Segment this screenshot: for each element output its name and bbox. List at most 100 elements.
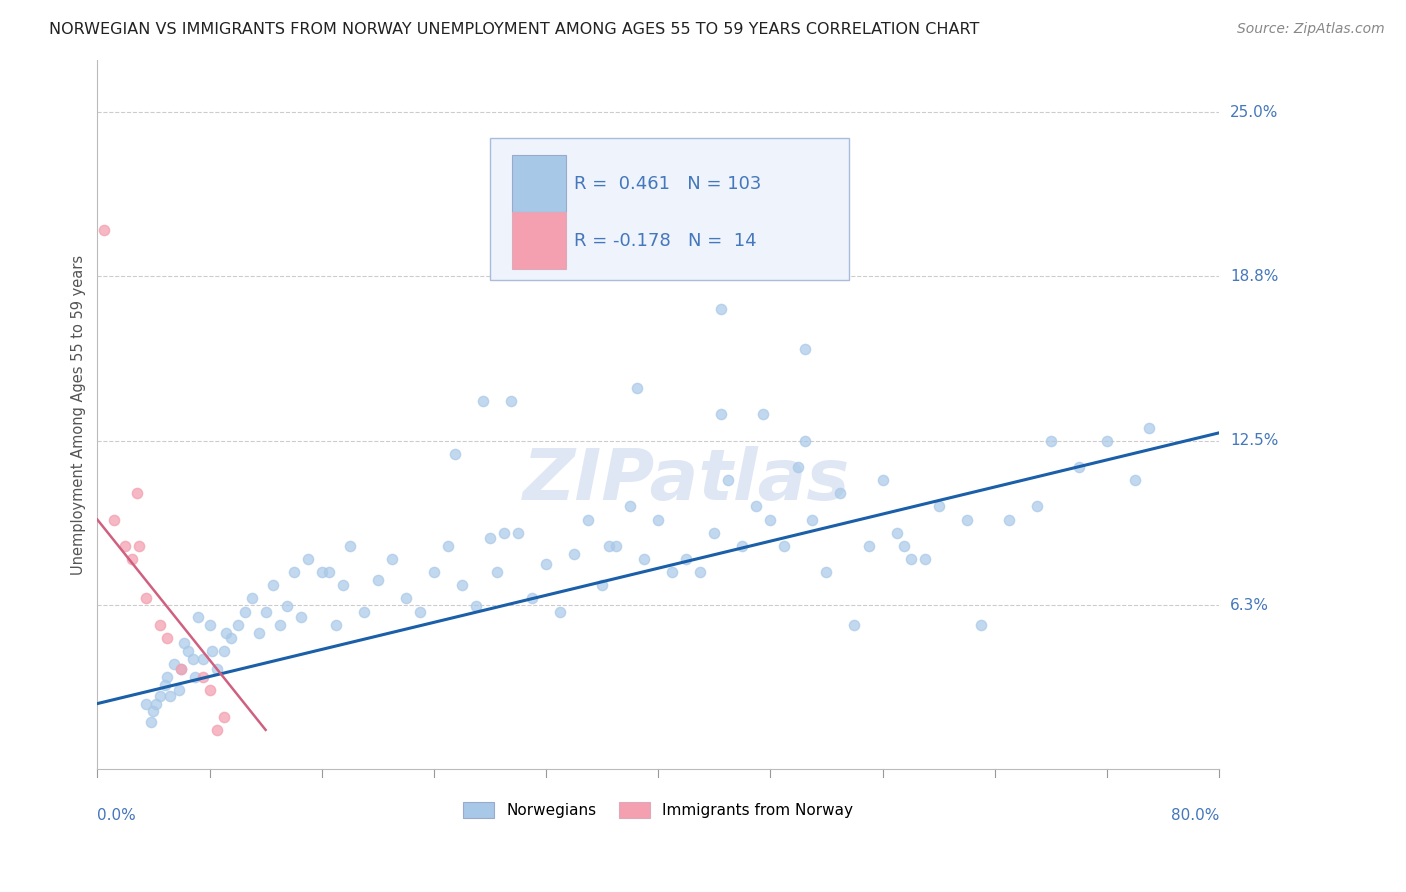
Point: [135, 697, 157, 711]
Point: [276, 599, 298, 614]
Point: [156, 631, 179, 645]
Point: [184, 670, 207, 684]
Point: [997, 513, 1019, 527]
Point: [121, 552, 143, 566]
Point: [187, 610, 209, 624]
Point: [128, 539, 150, 553]
Point: [145, 697, 167, 711]
Point: [437, 539, 460, 553]
Y-axis label: Unemployment Among Ages 55 to 59 years: Unemployment Among Ages 55 to 59 years: [72, 254, 86, 574]
Point: [156, 670, 179, 684]
Point: [215, 625, 238, 640]
Point: [444, 447, 467, 461]
Point: [900, 552, 922, 566]
Point: [451, 578, 474, 592]
Point: [125, 486, 148, 500]
Text: 25.0%: 25.0%: [1230, 104, 1278, 120]
Point: [787, 460, 810, 475]
Point: [464, 599, 486, 614]
Point: [283, 565, 305, 579]
Point: [893, 539, 915, 553]
Point: [773, 539, 796, 553]
Point: [969, 617, 991, 632]
Point: [149, 689, 172, 703]
Text: 0.0%: 0.0%: [97, 808, 136, 823]
Point: [619, 500, 641, 514]
Point: [240, 591, 263, 606]
Point: [626, 381, 648, 395]
Point: [191, 652, 214, 666]
Point: [205, 723, 228, 737]
Point: [1067, 460, 1090, 475]
Point: [173, 636, 195, 650]
Point: [205, 662, 228, 676]
Point: [605, 539, 627, 553]
Point: [181, 652, 204, 666]
Point: [956, 513, 979, 527]
Point: [506, 525, 529, 540]
Point: [332, 578, 354, 592]
FancyBboxPatch shape: [512, 212, 567, 269]
Point: [872, 473, 894, 487]
Point: [269, 617, 291, 632]
Point: [815, 565, 838, 579]
Point: [471, 394, 494, 409]
Point: [492, 525, 515, 540]
Point: [201, 644, 224, 658]
Point: [198, 683, 221, 698]
Point: [731, 539, 754, 553]
Point: [710, 302, 733, 317]
Point: [1137, 420, 1160, 434]
Point: [703, 525, 725, 540]
Point: [247, 625, 270, 640]
Text: ZIPatlas: ZIPatlas: [523, 446, 849, 515]
Point: [591, 578, 613, 592]
Point: [830, 486, 852, 500]
Text: R =  0.461   N = 103: R = 0.461 N = 103: [574, 175, 762, 193]
Point: [395, 591, 418, 606]
Point: [499, 394, 522, 409]
Point: [794, 342, 817, 356]
Point: [717, 473, 740, 487]
Text: 18.8%: 18.8%: [1230, 269, 1278, 284]
Point: [534, 558, 557, 572]
Point: [177, 644, 200, 658]
Legend: Norwegians, Immigrants from Norway: Norwegians, Immigrants from Norway: [456, 794, 860, 825]
Point: [198, 617, 221, 632]
Point: [167, 683, 190, 698]
Point: [254, 605, 277, 619]
Point: [1095, 434, 1118, 448]
Point: [548, 605, 571, 619]
Text: NORWEGIAN VS IMMIGRANTS FROM NORWAY UNEMPLOYMENT AMONG AGES 55 TO 59 YEARS CORRE: NORWEGIAN VS IMMIGRANTS FROM NORWAY UNEM…: [49, 22, 980, 37]
Point: [520, 591, 543, 606]
Point: [710, 408, 733, 422]
Point: [689, 565, 711, 579]
FancyBboxPatch shape: [489, 137, 849, 279]
Point: [1039, 434, 1062, 448]
Point: [290, 610, 312, 624]
Point: [142, 705, 165, 719]
Point: [647, 513, 669, 527]
Point: [226, 617, 249, 632]
Point: [598, 539, 620, 553]
Point: [191, 670, 214, 684]
Point: [212, 710, 235, 724]
Point: [914, 552, 936, 566]
Point: [423, 565, 446, 579]
Point: [485, 565, 508, 579]
Point: [759, 513, 782, 527]
Point: [801, 513, 824, 527]
Point: [858, 539, 880, 553]
Text: 12.5%: 12.5%: [1230, 434, 1278, 449]
Point: [541, 250, 564, 264]
Text: 80.0%: 80.0%: [1171, 808, 1219, 823]
Point: [661, 565, 683, 579]
Point: [262, 578, 284, 592]
Point: [233, 605, 256, 619]
Point: [219, 631, 242, 645]
Point: [353, 605, 375, 619]
Point: [170, 662, 193, 676]
Point: [752, 408, 775, 422]
Point: [135, 591, 157, 606]
Point: [103, 513, 125, 527]
